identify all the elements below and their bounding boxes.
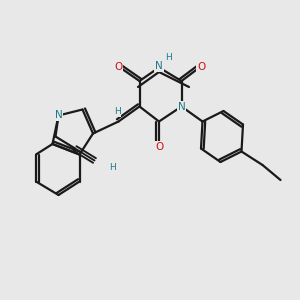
- Text: H: H: [165, 52, 172, 62]
- Text: O: O: [155, 142, 163, 152]
- Text: N: N: [178, 101, 185, 112]
- Text: O: O: [114, 62, 123, 73]
- Text: N: N: [55, 110, 62, 121]
- Text: O: O: [197, 62, 205, 73]
- Text: H: H: [109, 163, 116, 172]
- Text: H: H: [114, 107, 120, 116]
- Text: N: N: [155, 61, 163, 71]
